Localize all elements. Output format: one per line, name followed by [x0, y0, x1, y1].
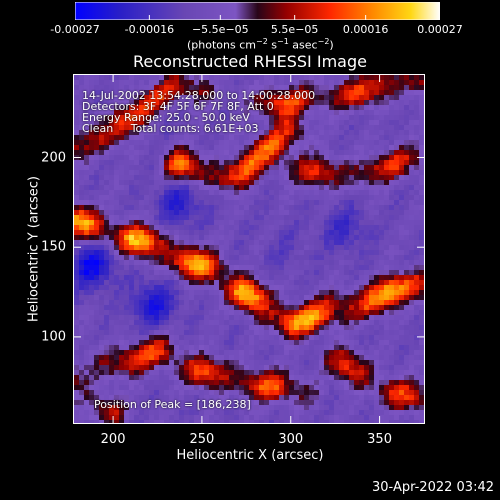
- chart-title: Reconstructed RHESSI Image: [133, 52, 367, 71]
- colorbar-gradient: [75, 2, 440, 20]
- x-tick-label: 200: [100, 432, 126, 447]
- info-peak-position: Position of Peak = [186,238]: [94, 398, 251, 411]
- colorbar-tick-label: -0.00016: [124, 23, 175, 36]
- x-tick-label: 250: [189, 432, 215, 447]
- x-axis-label: Heliocentric X (arcsec): [176, 448, 324, 463]
- colorbar: [75, 2, 440, 20]
- info-clean-counts: Clean Total counts: 6.61E+03: [82, 122, 259, 135]
- heatmap-pixels: [74, 75, 424, 423]
- colorbar-tick-label: 5.5e−05: [270, 23, 319, 36]
- plot-timestamp: 30-Apr-2022 03:42: [372, 480, 494, 495]
- x-tick-label: 300: [278, 432, 304, 447]
- colorbar-tick-label: 0.00016: [342, 23, 389, 36]
- heatmap-image: [74, 75, 424, 423]
- info-detectors: Detectors: 3F 4F 5F 6F 7F 8F, Att 0: [82, 100, 274, 113]
- y-tick-label: 100: [41, 329, 66, 345]
- x-tick-label: 350: [367, 432, 392, 447]
- info-energy-range: Energy Range: 25.0 - 50.0 keV: [82, 111, 250, 124]
- colorbar-tick-label: −5.5e−05: [191, 23, 249, 36]
- y-tick-label: 150: [41, 239, 66, 255]
- y-axis-label: Heliocentric Y (arcsec): [26, 176, 42, 322]
- colorbar-tick-label: -0.00027: [50, 23, 100, 36]
- y-tick-label: 200: [41, 150, 66, 165]
- colorbar-tick-label: 0.00027: [417, 23, 463, 36]
- image-plot-area: [73, 74, 425, 424]
- colorbar-unit-label: (photons cm−2 s−1 asec−2): [187, 37, 334, 52]
- info-time-range: 14-Jul-2002 13:54:28.000 to 14:00:28.000: [82, 89, 316, 102]
